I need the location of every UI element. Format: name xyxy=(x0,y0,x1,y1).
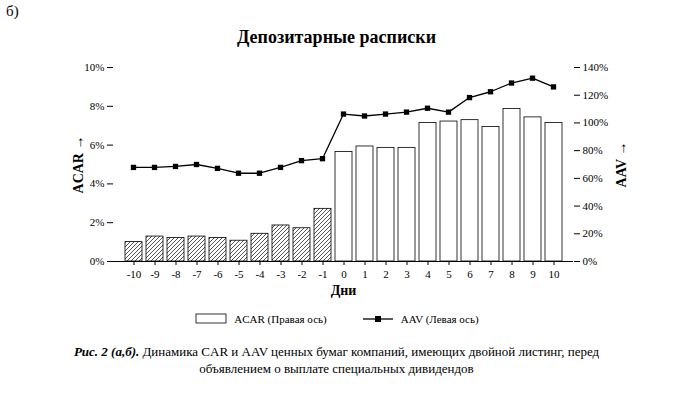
svg-text:Дни: Дни xyxy=(331,283,357,298)
svg-text:-1: -1 xyxy=(318,268,327,280)
svg-text:3: 3 xyxy=(404,268,410,280)
svg-text:140%: 140% xyxy=(583,61,609,73)
svg-text:40%: 40% xyxy=(583,200,603,212)
svg-text:100%: 100% xyxy=(583,116,609,128)
svg-text:-3: -3 xyxy=(276,268,286,280)
svg-text:2: 2 xyxy=(383,268,389,280)
svg-text:10%: 10% xyxy=(84,61,104,73)
svg-text:9: 9 xyxy=(530,268,536,280)
svg-text:-9: -9 xyxy=(150,268,160,280)
html-text:ACAR (Правая ось): ACAR (Правая ось) xyxy=(234,313,327,325)
svg-text:-5: -5 xyxy=(234,268,244,280)
svg-text:-10: -10 xyxy=(127,268,142,280)
html-text:AAV (Левая ось): AAV (Левая ось) xyxy=(400,313,479,325)
svg-text:-6: -6 xyxy=(213,268,223,280)
svg-text:7: 7 xyxy=(488,268,494,280)
svg-text:-4: -4 xyxy=(255,268,265,280)
svg-text:-2: -2 xyxy=(297,268,306,280)
svg-text:4%: 4% xyxy=(90,177,105,189)
svg-text:8%: 8% xyxy=(90,100,105,112)
svg-text:6%: 6% xyxy=(90,139,105,151)
svg-text:120%: 120% xyxy=(583,89,609,101)
svg-text:1: 1 xyxy=(362,268,368,280)
svg-text:-7: -7 xyxy=(192,268,202,280)
svg-text:8: 8 xyxy=(509,268,515,280)
svg-text:10: 10 xyxy=(549,268,561,280)
svg-text:20%: 20% xyxy=(583,227,603,239)
svg-text:60%: 60% xyxy=(583,172,603,184)
svg-text:-8: -8 xyxy=(171,268,181,280)
svg-text:80%: 80% xyxy=(583,144,603,156)
html-text:Депозитарные расписки: Депозитарные расписки xyxy=(237,27,436,47)
svg-text:0: 0 xyxy=(341,268,347,280)
svg-text:0%: 0% xyxy=(583,255,598,267)
svg-text:5: 5 xyxy=(446,268,452,280)
svg-text:ACAR →: ACAR → xyxy=(71,136,86,194)
svg-text:0%: 0% xyxy=(90,255,105,267)
svg-text:4: 4 xyxy=(425,268,431,280)
html-text:б): б) xyxy=(6,3,19,19)
html-text:Рис. 2 (а,б). Динамика CAR и A: Рис. 2 (а,б). Динамика CAR и AAV ценных … xyxy=(73,344,600,376)
svg-text:6: 6 xyxy=(467,268,473,280)
svg-text:AAV →: AAV → xyxy=(614,142,629,188)
svg-text:2%: 2% xyxy=(90,216,105,228)
